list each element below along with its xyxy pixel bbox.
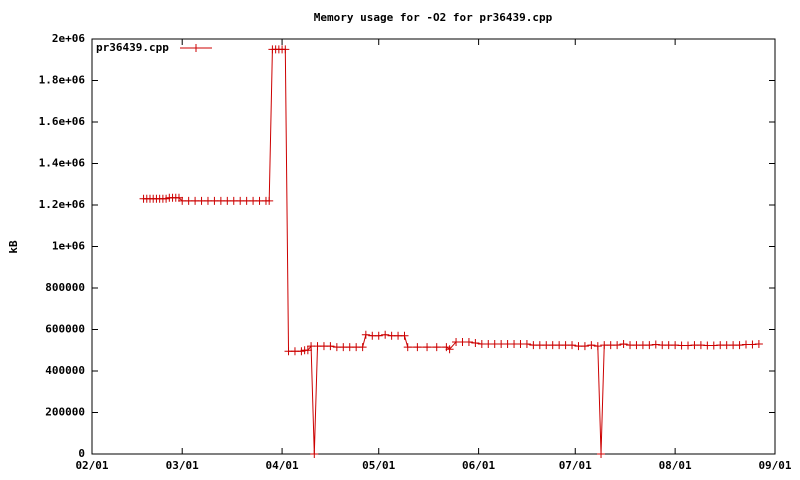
y-tick-label: 200000 — [45, 406, 85, 419]
x-tick-label: 03/01 — [166, 459, 199, 472]
point-marker — [568, 341, 577, 350]
point-marker — [651, 340, 660, 349]
point-marker — [403, 343, 412, 352]
x-tick-label: 06/01 — [462, 459, 495, 472]
x-tick-label: 05/01 — [362, 459, 395, 472]
point-marker — [464, 337, 473, 346]
point-marker — [358, 343, 367, 352]
y-tick-label: 0 — [78, 447, 85, 460]
point-marker — [423, 343, 432, 352]
point-marker — [400, 331, 409, 340]
point-marker — [162, 194, 171, 203]
x-tick-label: 02/01 — [75, 459, 108, 472]
point-marker — [597, 450, 606, 458]
y-tick-label: 2e+06 — [52, 32, 85, 45]
point-marker — [326, 342, 335, 351]
point-marker — [445, 345, 454, 354]
x-tick-label: 09/01 — [758, 459, 791, 472]
y-tick-label: 400000 — [45, 364, 85, 377]
y-tick-label: 800000 — [45, 281, 85, 294]
y-tick-label: 1.2e+06 — [39, 198, 86, 211]
y-tick-label: 1.8e+06 — [39, 74, 86, 87]
legend-label: pr36439.cpp — [96, 41, 169, 54]
point-marker — [442, 343, 451, 352]
x-tick-label: 04/01 — [266, 459, 299, 472]
point-marker — [374, 331, 383, 340]
point-marker — [361, 330, 370, 339]
point-marker — [281, 45, 290, 54]
point-marker — [413, 343, 422, 352]
x-tick-label: 07/01 — [559, 459, 592, 472]
point-marker — [735, 341, 744, 350]
point-marker — [587, 341, 596, 350]
point-marker — [265, 196, 274, 205]
legend-marker — [192, 44, 200, 52]
y-axis-label: kB — [7, 240, 20, 254]
point-marker — [471, 338, 480, 347]
point-marker — [297, 347, 306, 356]
point-marker — [580, 342, 589, 351]
point-marker — [432, 343, 441, 352]
chart-title: Memory usage for -O2 for pr36439.cpp — [314, 11, 553, 24]
x-tick-label: 08/01 — [659, 459, 692, 472]
y-tick-label: 1.6e+06 — [39, 115, 86, 128]
point-marker — [310, 450, 319, 458]
point-marker — [303, 346, 312, 355]
point-marker — [754, 340, 763, 349]
point-marker — [619, 340, 628, 349]
point-marker — [645, 341, 654, 350]
point-marker — [381, 330, 390, 339]
y-tick-label: 600000 — [45, 323, 85, 336]
y-tick-label: 1e+06 — [52, 240, 85, 253]
point-marker — [522, 340, 531, 349]
point-marker — [593, 342, 602, 351]
point-marker — [613, 341, 622, 350]
y-tick-label: 1.4e+06 — [39, 157, 86, 170]
